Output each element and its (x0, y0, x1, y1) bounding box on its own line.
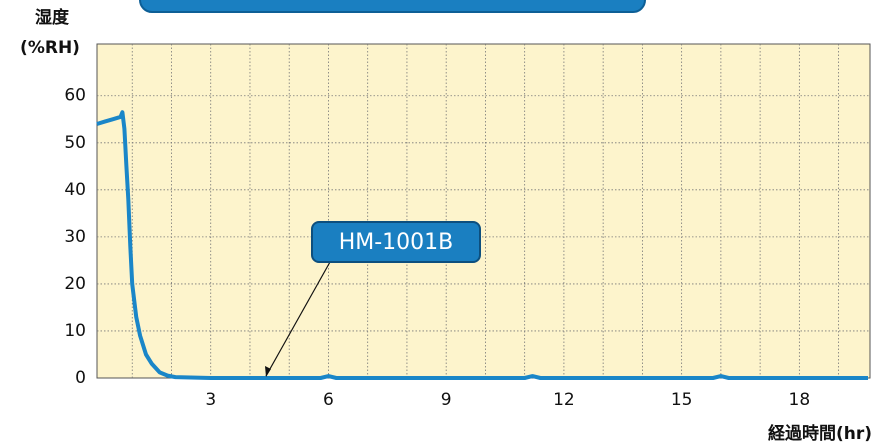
y-unit: (%RH) (20, 38, 80, 58)
y-tick-label: 30 (64, 227, 86, 247)
x-label: 経過時間(hr) (768, 423, 872, 444)
data-line (96, 110, 868, 380)
y-tick-label: 60 (64, 86, 86, 106)
x-tick-label: 9 (441, 390, 452, 410)
x-tick-label: 12 (553, 390, 575, 410)
y-tick-label: 0 (75, 368, 86, 388)
y-tick-label: 10 (64, 321, 86, 341)
y-tick-label: 40 (64, 180, 86, 200)
y-label: 湿度 (35, 7, 70, 28)
x-tick-label: 6 (323, 390, 334, 410)
x-tick-label: 3 (205, 390, 216, 410)
y-tick-label: 50 (64, 133, 86, 153)
y-tick-label: 20 (64, 274, 86, 294)
arrow-head (265, 366, 271, 377)
annotation-text: HM-1001B (339, 230, 454, 255)
x-tick-label: 15 (671, 390, 693, 410)
x-tick-label: 18 (789, 390, 811, 410)
plot-area (96, 43, 871, 379)
annotation-arrow (265, 261, 331, 377)
annotation-box (311, 221, 481, 263)
title-banner (139, 0, 646, 13)
